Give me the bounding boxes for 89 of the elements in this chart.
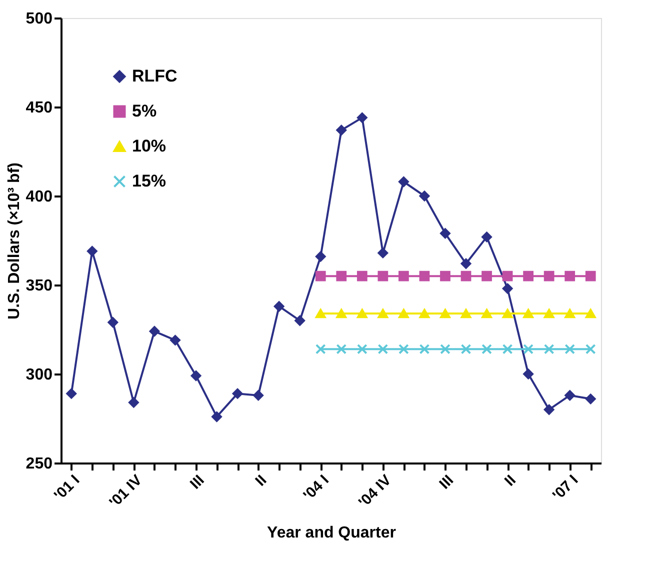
y-tick-label: 350: [26, 278, 53, 294]
x-tick-label: '01 I: [50, 472, 84, 504]
point: [356, 270, 368, 282]
y-tick-label: 400: [26, 188, 53, 206]
point: [336, 308, 347, 318]
point: [502, 308, 513, 318]
point: [356, 344, 368, 354]
point: [212, 412, 222, 422]
point: [398, 308, 409, 318]
point: [585, 270, 596, 282]
y-tick-label: 500: [26, 10, 53, 28]
point: [523, 308, 534, 318]
point: [315, 344, 326, 354]
point: [315, 270, 326, 282]
point: [564, 308, 576, 318]
point: [108, 317, 118, 328]
point: [502, 344, 513, 354]
point: [482, 232, 492, 242]
point: [544, 270, 554, 282]
point: [274, 301, 284, 312]
point: [482, 308, 492, 318]
point: [482, 270, 492, 282]
point: [419, 344, 430, 354]
point: [253, 390, 264, 401]
point: [523, 368, 534, 380]
point: [66, 388, 77, 399]
x-tick-label: III: [436, 472, 458, 493]
point: [315, 251, 326, 262]
point: [419, 308, 430, 318]
point: [564, 390, 576, 401]
point: [502, 283, 513, 294]
legend-label: RLFC: [132, 66, 178, 86]
y-axis-title: U.S. Dollars (×10³ bf): [6, 162, 23, 320]
point: [460, 344, 472, 354]
x-axis-title: Year and Quarter: [267, 524, 396, 542]
point: [190, 370, 202, 381]
x-tick-label: II: [501, 472, 520, 490]
point: [86, 246, 98, 256]
point: [440, 308, 450, 318]
point: [440, 228, 450, 239]
point: [460, 258, 472, 269]
y-tick-label: 450: [26, 100, 53, 116]
point: [149, 326, 160, 336]
legend-label: 10%: [132, 136, 166, 156]
y-tick-label: 300: [26, 366, 53, 384]
point: [523, 270, 534, 282]
point: [460, 270, 472, 282]
point: [398, 344, 409, 354]
point: [378, 270, 388, 282]
point: [502, 270, 513, 282]
x-tick-label: '07 I: [549, 472, 582, 504]
legend-label: 15%: [132, 172, 166, 190]
x-tick-label: II: [252, 472, 270, 490]
point: [356, 308, 368, 318]
point: [523, 344, 534, 354]
point: [294, 315, 306, 326]
point: [460, 308, 472, 318]
point: [440, 344, 450, 354]
point: [315, 308, 326, 318]
x-tick-label: '01 IV: [106, 472, 146, 512]
point: [585, 394, 596, 404]
point: [419, 190, 430, 202]
point: [170, 334, 180, 346]
point: [356, 112, 368, 123]
point: [544, 344, 554, 354]
legend-label: 5%: [132, 102, 157, 120]
point: [128, 397, 139, 408]
point: [378, 248, 388, 258]
point: [398, 270, 409, 282]
point: [336, 270, 347, 282]
point: [564, 344, 576, 354]
point: [336, 124, 347, 136]
point: [482, 344, 492, 354]
point: [232, 388, 243, 399]
point: [336, 344, 347, 354]
point: [378, 344, 388, 354]
x-tick-label: III: [186, 472, 208, 493]
point: [564, 270, 576, 282]
y-tick-label: 250: [26, 456, 53, 472]
point: [585, 344, 596, 354]
point: [585, 308, 596, 318]
point: [419, 270, 430, 282]
x-tick-label: '04 I: [300, 472, 332, 504]
point: [398, 176, 409, 187]
point: [544, 404, 554, 415]
x-tick-label: '04 IV: [355, 472, 395, 512]
point: [378, 308, 388, 318]
point: [544, 308, 554, 318]
point: [440, 270, 450, 282]
